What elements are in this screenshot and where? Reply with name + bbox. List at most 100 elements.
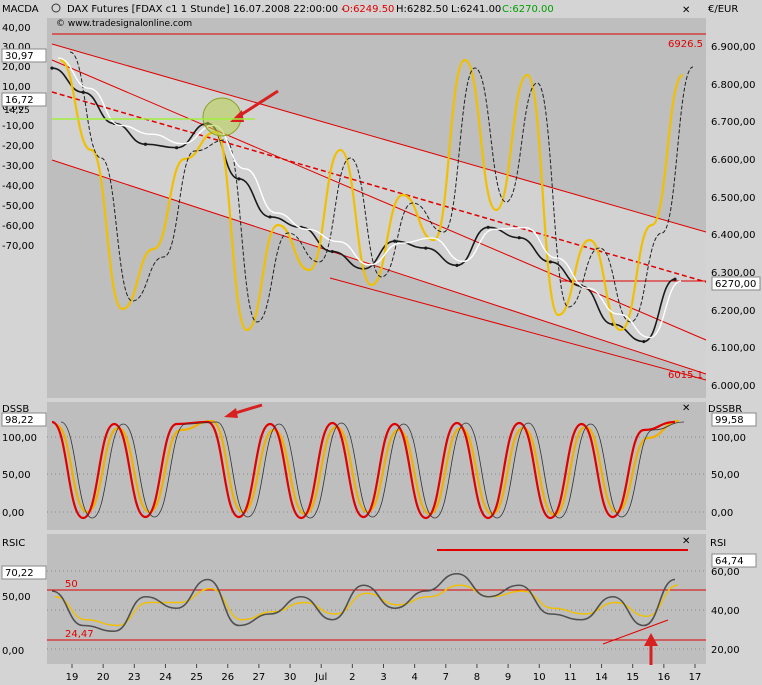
rsi-left-tick: 0,00 xyxy=(2,646,24,657)
x-tick-label: 3 xyxy=(380,672,386,683)
rsi-right-value-badge: 64,74 xyxy=(715,556,744,567)
rsi-trend-line xyxy=(602,619,669,645)
close-value: C:6270.00 xyxy=(502,4,554,15)
rsi-left-tick: 50,00 xyxy=(2,592,31,603)
x-tick-label: 24 xyxy=(159,672,172,683)
price-point xyxy=(424,246,428,250)
main-left-label: MACDA xyxy=(2,4,39,15)
price-point xyxy=(548,260,553,264)
price-point xyxy=(642,339,646,344)
main-right-value-badge-box xyxy=(711,276,761,291)
dss-right-value-badge-box xyxy=(711,412,757,427)
rsi-left-value-badge: 70,22 xyxy=(5,568,34,579)
x-tick-label: 11 xyxy=(564,672,577,683)
price-point xyxy=(393,239,397,243)
upper-level-label: 6926.5 xyxy=(668,39,703,50)
x-tick-label: 14 xyxy=(595,672,608,683)
dss-left-tick: 50,00 xyxy=(2,470,31,481)
main-right-value-badge: 6270,00 xyxy=(715,279,756,290)
price-point xyxy=(268,215,272,219)
dss-left-tick: 100,00 xyxy=(2,433,37,444)
price-point xyxy=(673,277,677,281)
settings-icon[interactable] xyxy=(51,3,61,13)
x-tick-label: 10 xyxy=(533,672,546,683)
main-right-tick: 6.700,00 xyxy=(711,117,756,128)
dss-trigger-line xyxy=(60,421,685,519)
dss-left-label: DSSB xyxy=(2,404,29,415)
dss-right-tick: 0,00 xyxy=(711,508,733,519)
dssbr-line xyxy=(55,419,680,517)
main-left-tick: -50,00 xyxy=(2,201,34,212)
dss-left-value-badge: 98,22 xyxy=(5,415,34,426)
rsi-right-tick: 40,00 xyxy=(711,606,740,617)
main-left-tick: -30,00 xyxy=(2,161,34,172)
rsi-mid-label: 50 xyxy=(65,579,78,590)
arrow-annotation-dss xyxy=(231,403,263,416)
macd-line xyxy=(59,58,684,332)
rsi-average-line xyxy=(54,584,679,627)
rsi-left-label: RSIC xyxy=(2,538,25,549)
lower-level-label: 6015.1 xyxy=(668,370,703,381)
dss-close-icon[interactable]: ✕ xyxy=(682,403,690,414)
rsi-right-label: RSI xyxy=(710,538,726,549)
main-left-tick: 0,00 xyxy=(2,102,24,113)
x-tick-label: 16 xyxy=(657,672,670,683)
x-tick-label: Jul xyxy=(314,672,327,683)
x-tick-label: 15 xyxy=(626,672,639,683)
main-left-tick: -60,00 xyxy=(2,221,34,232)
price-point xyxy=(175,146,179,150)
rsi-close-icon[interactable]: ✕ xyxy=(682,536,690,547)
main-left-tick: 40,00 xyxy=(2,23,31,34)
main-left-tick: -70,00 xyxy=(2,241,34,252)
main-left-tick: -10,00 xyxy=(2,121,34,132)
rsic-line xyxy=(51,572,676,633)
dssb-line xyxy=(51,420,676,520)
price-point xyxy=(455,263,459,267)
main-left-tick: 20,00 xyxy=(2,62,31,73)
arrow-head-dss xyxy=(224,408,238,418)
channel-mid-line xyxy=(51,91,707,283)
main-right-tick: 6.900,00 xyxy=(711,42,756,53)
main-left-value3: 14,25 xyxy=(4,106,30,116)
x-tick-label: 23 xyxy=(128,672,141,683)
main-right-tick: 6.400,00 xyxy=(711,230,756,241)
main-right-tick: 6.600,00 xyxy=(711,155,756,166)
rsi-right-tick: 60,00 xyxy=(711,567,740,578)
x-tick-label: 8 xyxy=(474,672,480,683)
x-tick-label: 9 xyxy=(505,672,511,683)
x-tick-label: 19 xyxy=(66,672,79,683)
x-tick-label: 17 xyxy=(689,672,702,683)
high-value: H:6282.50 xyxy=(396,4,448,15)
channel-lower-line xyxy=(51,159,707,375)
main-left-value-badge-box xyxy=(1,48,47,63)
average-line xyxy=(57,57,682,339)
main-right-tick: 6.000,00 xyxy=(711,381,756,392)
rsi-panel xyxy=(47,534,706,664)
price-point xyxy=(330,249,334,254)
chart-marks xyxy=(47,33,707,641)
main-left-value2-badge-box xyxy=(1,92,47,107)
header-bar xyxy=(0,0,762,17)
open-value: O:6249.50 xyxy=(342,4,394,15)
rsi-low-label: 24,47 xyxy=(65,629,94,640)
dss-right-tick: 50,00 xyxy=(711,470,740,481)
x-tick-label: 27 xyxy=(253,672,266,683)
source-link[interactable]: © www.tradesignalonline.com xyxy=(56,19,192,29)
x-tick-label: 2 xyxy=(349,672,355,683)
main-left-value2-badge: 16,72 xyxy=(5,95,34,106)
price-point xyxy=(143,142,148,146)
close-icon[interactable]: ✕ xyxy=(682,5,690,16)
dss-left-tick: 0,00 xyxy=(2,508,24,519)
instrument-title: DAX Futures [FDAX c1 1 Stunde] 16.07.200… xyxy=(67,4,345,15)
x-tick-label: 7 xyxy=(443,672,449,683)
main-left-tick: 30,00 xyxy=(2,42,31,53)
dss-right-value-badge: 99,58 xyxy=(715,415,744,426)
main-left-tick: -40,00 xyxy=(2,181,34,192)
x-tick-label: 20 xyxy=(97,672,110,683)
x-tick-label: 26 xyxy=(221,672,234,683)
rsi-right-tick: 20,00 xyxy=(711,645,740,656)
main-right-tick: 6.300,00 xyxy=(711,268,756,279)
macd-signal-line xyxy=(69,51,694,323)
